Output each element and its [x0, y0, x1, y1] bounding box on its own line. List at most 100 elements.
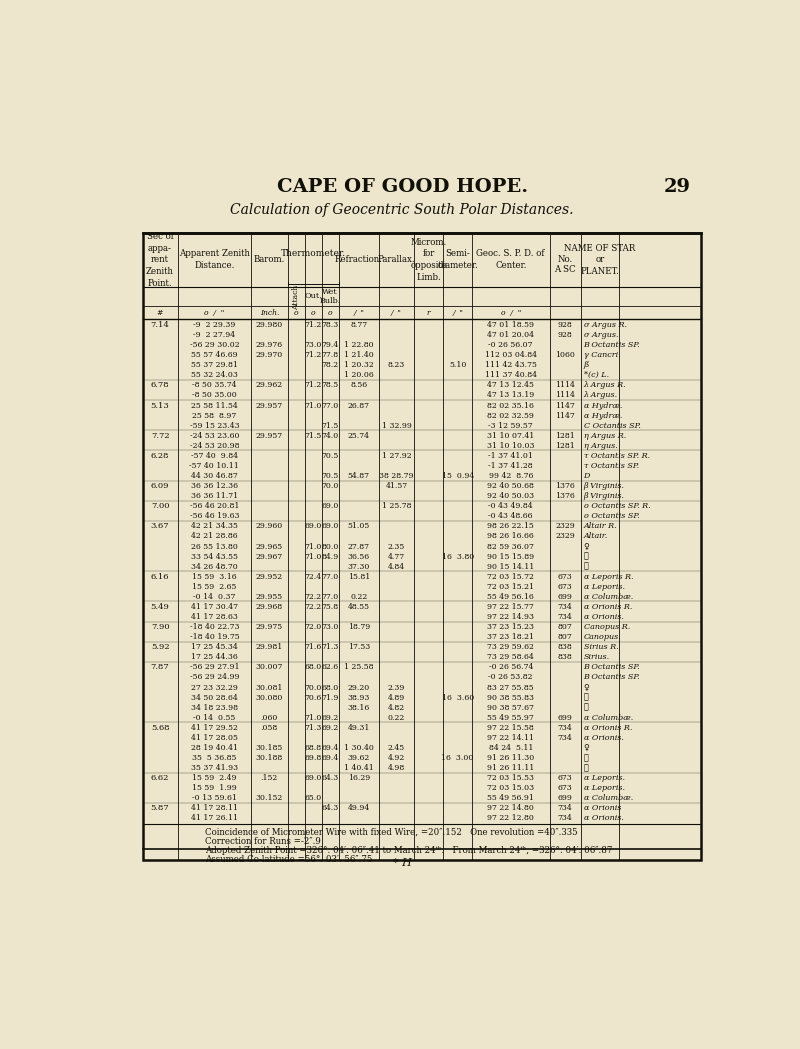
Text: ☉: ☉	[584, 553, 588, 560]
Text: 97 22 15.77: 97 22 15.77	[487, 603, 534, 611]
Text: r: r	[426, 308, 430, 317]
Text: -56 29 30.02: -56 29 30.02	[190, 341, 239, 349]
Text: -9  2 29.39: -9 2 29.39	[193, 321, 235, 329]
Text: 77.0: 77.0	[322, 573, 339, 581]
Text: 68.0: 68.0	[305, 663, 322, 671]
Text: α Leporis R.: α Leporis R.	[584, 573, 633, 581]
Text: 0.22: 0.22	[388, 713, 405, 722]
Text: 71.0: 71.0	[305, 402, 322, 409]
Text: 54.87: 54.87	[348, 472, 370, 480]
Text: 42 21 28.86: 42 21 28.86	[191, 533, 238, 540]
Text: -9  2 27.94: -9 2 27.94	[194, 331, 235, 339]
Text: 26.87: 26.87	[348, 402, 370, 409]
Text: Adopted Zenith Point =326°. 04′. 06″.41 to March 24ᵗʰ.   From March 24ᵗʰ, =326°.: Adopted Zenith Point =326°. 04′. 06″.41 …	[205, 845, 612, 855]
Text: o: o	[311, 308, 315, 317]
Text: 30.185: 30.185	[256, 744, 283, 752]
Text: -0 26 56.07: -0 26 56.07	[489, 341, 533, 349]
Text: 97 22 15.58: 97 22 15.58	[487, 724, 534, 732]
Text: 6.09: 6.09	[151, 483, 170, 490]
Text: 1147: 1147	[555, 402, 575, 409]
Text: 1281: 1281	[555, 432, 575, 440]
Text: -18 40 22.73: -18 40 22.73	[190, 623, 239, 631]
Text: -57 40 10.11: -57 40 10.11	[190, 462, 239, 470]
Text: *(c) L.: *(c) L.	[584, 371, 609, 380]
Text: Apparent Zenith
Distance.: Apparent Zenith Distance.	[179, 250, 250, 271]
Text: 1114: 1114	[555, 382, 575, 389]
Text: ☉: ☉	[584, 754, 588, 762]
Text: 71.3: 71.3	[305, 724, 322, 732]
Text: 71.6: 71.6	[305, 643, 322, 651]
Text: Refraction.: Refraction.	[335, 255, 382, 264]
Text: .060: .060	[261, 713, 278, 722]
Text: 6.28: 6.28	[151, 452, 170, 459]
Text: τ Octantis SP.: τ Octantis SP.	[584, 462, 638, 470]
Text: 1 27.92: 1 27.92	[382, 452, 411, 459]
Text: 1376: 1376	[555, 492, 575, 500]
Text: α Columbæ.: α Columbæ.	[584, 593, 633, 601]
Text: 15.81: 15.81	[348, 573, 370, 581]
Text: -59 15 23.43: -59 15 23.43	[190, 422, 239, 430]
Text: 82 02 35.16: 82 02 35.16	[487, 402, 534, 409]
Text: 72 03 15.53: 72 03 15.53	[487, 774, 534, 783]
Text: 928: 928	[558, 331, 572, 339]
Text: 69.4: 69.4	[322, 744, 339, 752]
Text: 55 49 56.16: 55 49 56.16	[487, 593, 534, 601]
Text: -1 37 41.28: -1 37 41.28	[489, 462, 533, 470]
Text: Barom.: Barom.	[254, 255, 285, 264]
Text: Canopus.: Canopus.	[584, 634, 622, 641]
Text: 17.53: 17.53	[348, 643, 370, 651]
Text: 734: 734	[558, 805, 572, 812]
Text: Correction for Runs =-2″.9: Correction for Runs =-2″.9	[205, 837, 321, 845]
Text: 41 17 28.05: 41 17 28.05	[191, 734, 238, 742]
Text: ß: ß	[584, 361, 589, 369]
Text: -8 50 35.00: -8 50 35.00	[192, 391, 237, 400]
Text: A SC: A SC	[554, 264, 576, 274]
Text: 71.9: 71.9	[322, 693, 339, 702]
Text: 4.77: 4.77	[388, 553, 405, 560]
Text: 72 03 15.21: 72 03 15.21	[487, 583, 534, 591]
Text: 5.92: 5.92	[150, 643, 170, 651]
Text: 69.8: 69.8	[305, 754, 322, 762]
Text: 73 29 59.62: 73 29 59.62	[487, 643, 534, 651]
Text: 38.93: 38.93	[348, 693, 370, 702]
Text: 1114: 1114	[555, 391, 575, 400]
Text: 73.0: 73.0	[305, 341, 322, 349]
Text: 8.56: 8.56	[350, 382, 367, 389]
Text: 69.0: 69.0	[305, 522, 322, 531]
Text: 37.30: 37.30	[348, 562, 370, 571]
Text: α Orionis.: α Orionis.	[584, 613, 623, 621]
Text: 673: 673	[558, 785, 572, 792]
Text: -3 12 59.57: -3 12 59.57	[489, 422, 533, 430]
Text: 77.0: 77.0	[322, 402, 339, 409]
Text: 2.45: 2.45	[388, 744, 405, 752]
Text: 29.952: 29.952	[256, 573, 283, 581]
Text: Coincidence of Micrometer Wire with fixed Wire, =20″.152   One revolution =40″.3: Coincidence of Micrometer Wire with fixe…	[205, 828, 578, 836]
Text: 38.16: 38.16	[348, 704, 370, 711]
Text: 734: 734	[558, 603, 572, 611]
Text: 6.16: 6.16	[151, 573, 170, 581]
Text: 91 26 11.11: 91 26 11.11	[487, 764, 534, 772]
Text: 72.2: 72.2	[305, 593, 322, 601]
Text: α Orionis R.: α Orionis R.	[584, 724, 632, 732]
Text: 91 26 11.30: 91 26 11.30	[487, 754, 534, 762]
Text: 70.5: 70.5	[322, 472, 339, 480]
Text: α Leporis.: α Leporis.	[584, 774, 625, 783]
Text: β Virginis.: β Virginis.	[584, 492, 625, 500]
Text: ♀: ♀	[584, 684, 590, 691]
Text: α Orionis.: α Orionis.	[584, 814, 623, 822]
Text: 69.2: 69.2	[322, 724, 339, 732]
Text: Altair.: Altair.	[584, 533, 608, 540]
Text: 15  0.94: 15 0.94	[442, 472, 474, 480]
Text: α Hydræ.: α Hydræ.	[584, 402, 622, 409]
Text: 18.79: 18.79	[348, 623, 370, 631]
Text: 55 37 29.81: 55 37 29.81	[191, 361, 238, 369]
Text: 77.0: 77.0	[322, 593, 339, 601]
Text: 7.72: 7.72	[150, 432, 170, 440]
Text: 29.967: 29.967	[256, 553, 283, 560]
Text: /  ": / "	[354, 308, 364, 317]
Text: 97 22 12.80: 97 22 12.80	[487, 814, 534, 822]
Text: 71.0: 71.0	[305, 553, 322, 560]
Text: 734: 734	[558, 814, 572, 822]
Text: Microm.
for
opposite
Limb.: Microm. for opposite Limb.	[410, 238, 447, 282]
Text: α Orionis: α Orionis	[584, 805, 621, 812]
